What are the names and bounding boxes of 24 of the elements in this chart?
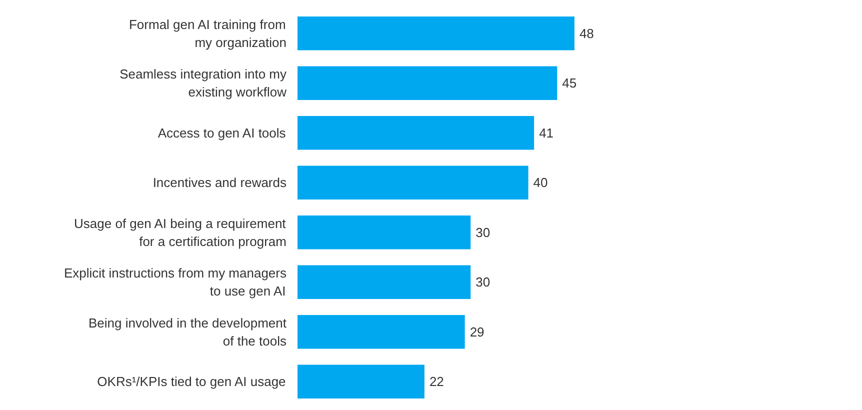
data-label: 30 (476, 274, 490, 290)
bar (298, 265, 471, 300)
bar (298, 16, 574, 50)
y-tick-label: Being involved in the development of the tools (88, 315, 287, 348)
bar (298, 116, 534, 150)
y-tick-label: Incentives and rewards (152, 175, 287, 190)
y-tick-label: Explicit instructions from my managers to use gen AI (64, 266, 287, 299)
data-label: 22 (429, 374, 444, 390)
bar (298, 215, 471, 250)
bar (298, 166, 528, 200)
data-label: 29 (470, 324, 484, 340)
data-label: 41 (539, 125, 554, 140)
y-tick-label: Access to gen AI tools (158, 125, 286, 140)
bar (298, 364, 424, 399)
bar (298, 314, 465, 349)
y-tick-label: Seamless integration into my existing workflow (120, 66, 288, 100)
y-tick-label: Formal gen AI training from my organization (128, 16, 287, 50)
y-tick-label: OKRs¹/KPIs tied to gen AI usage (97, 374, 286, 390)
data-label: 30 (476, 224, 490, 240)
y-tick-label: Usage of gen AI being a requirement for a certification program (74, 216, 287, 249)
bar (298, 66, 558, 100)
data-label: 40 (533, 175, 548, 190)
data-label: 48 (579, 26, 594, 41)
data-label: 45 (562, 76, 577, 91)
